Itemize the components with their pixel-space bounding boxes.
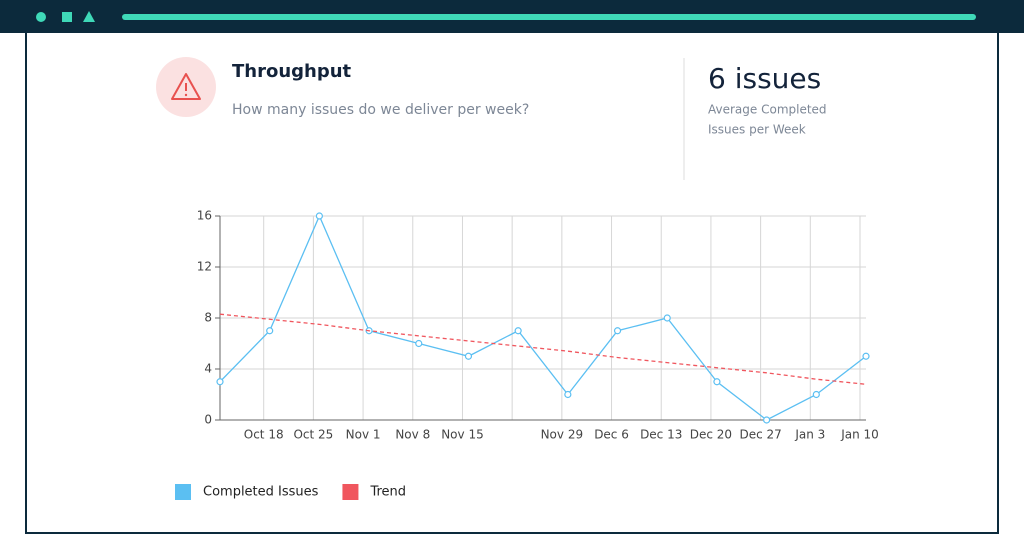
x-tick-label: Jan 3 — [794, 428, 825, 442]
card-border — [25, 33, 999, 534]
subtitle: How many issues do we deliver per week? — [232, 102, 529, 118]
stat-label: Average Completed — [708, 103, 827, 117]
data-point — [713, 378, 721, 386]
legend-swatch — [175, 484, 191, 500]
data-point — [266, 327, 274, 335]
data-point — [613, 327, 622, 335]
x-tick-label: Dec 27 — [739, 428, 781, 442]
x-tick-label: Dec 20 — [690, 428, 732, 442]
y-tick-label: 12 — [197, 260, 212, 274]
trend-line — [219, 313, 867, 385]
y-tick-label: 16 — [197, 209, 212, 223]
title: Throughput — [232, 61, 352, 82]
data-point — [763, 416, 771, 424]
data-point — [415, 339, 423, 348]
y-tick-label: 0 — [204, 413, 212, 427]
data-point — [464, 352, 473, 360]
warning-icon — [184, 93, 188, 97]
data-point — [812, 390, 820, 399]
legend-swatch — [342, 484, 359, 500]
icon-square — [62, 12, 72, 22]
icon-triangle — [83, 11, 95, 22]
x-tick-label: Jan 10 — [840, 428, 879, 442]
x-tick-label: Dec 6 — [594, 428, 629, 442]
data-point — [663, 314, 671, 322]
series-line — [219, 214, 867, 421]
warning-icon — [171, 73, 201, 100]
x-tick-label: Dec 13 — [640, 428, 682, 442]
stat-value: 6 issues — [708, 62, 821, 95]
x-tick-label: Nov 1 — [346, 428, 381, 442]
y-tick-label: 4 — [204, 362, 212, 376]
icon-circle — [36, 12, 46, 22]
stat-label: Issues per Week — [708, 123, 806, 137]
x-tick-label: Oct 25 — [293, 428, 333, 442]
data-point — [216, 378, 224, 386]
data-point — [564, 390, 572, 399]
y-tick-label: 8 — [204, 311, 212, 325]
data-point — [862, 352, 870, 360]
legend-label: Trend — [369, 485, 406, 500]
x-tick-label: Nov 8 — [395, 428, 430, 442]
x-tick-label: Nov 29 — [541, 428, 584, 442]
x-tick-label: Nov 15 — [441, 428, 484, 442]
x-tick-label: Oct 18 — [244, 428, 284, 442]
legend-label: Completed Issues — [203, 485, 319, 500]
data-point — [315, 212, 323, 220]
data-point — [514, 327, 522, 335]
